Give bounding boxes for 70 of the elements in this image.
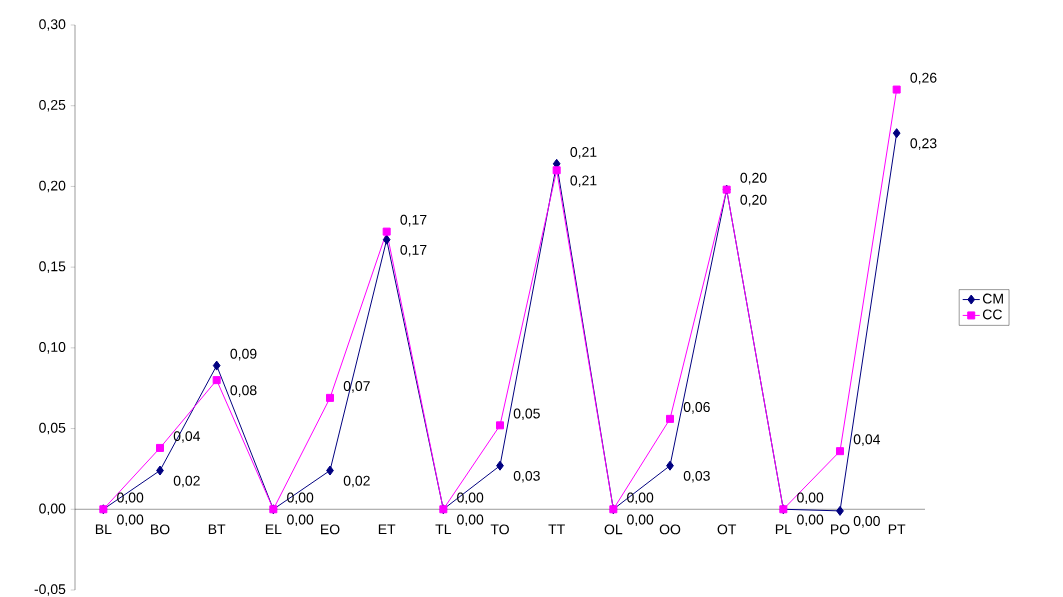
x-tick-label: EO (321, 524, 340, 535)
y-tick-label: 0,10 (39, 342, 66, 354)
point (212, 376, 221, 385)
point (156, 465, 164, 476)
point (326, 393, 335, 402)
data-label: 0,21 (570, 147, 597, 159)
point (156, 443, 165, 452)
data-label: 0,00 (117, 514, 144, 527)
y-tick-label: 0,15 (39, 261, 66, 273)
data-label: 0,00 (287, 514, 314, 527)
data-label: 0,02 (343, 475, 370, 488)
point (666, 460, 674, 471)
data-label: 0,05 (513, 408, 540, 421)
x-tick-label: PO (831, 524, 850, 535)
x-tick-label: BL (95, 524, 112, 535)
point (892, 85, 901, 94)
x-tick-label: BO (151, 524, 170, 535)
data-label: 0,06 (683, 402, 710, 414)
point (892, 128, 901, 139)
data-label: 0,21 (570, 175, 597, 188)
data-label: 0,20 (740, 194, 767, 207)
data-label: 0,17 (400, 244, 427, 257)
x-tick-label: PT (888, 524, 906, 535)
x-tick-label: PL (775, 524, 792, 535)
data-label: 0,02 (173, 475, 200, 488)
x-tick-label: TO (490, 524, 509, 535)
data-label: 0,00 (117, 492, 144, 505)
data-label: 0,00 (287, 492, 314, 505)
data-label: 0,08 (230, 385, 257, 397)
legend-label: CM (982, 293, 1003, 304)
data-label: 0,00 (797, 492, 824, 505)
point (666, 414, 674, 423)
data-label: 0,03 (513, 470, 540, 483)
data-label: 0,00 (853, 516, 880, 528)
x-tick-label: TL (435, 524, 452, 535)
point (836, 447, 844, 456)
data-label: 0,00 (457, 514, 484, 527)
x-tick-label: OL (604, 524, 623, 535)
y-tick-label: -0,05 (34, 584, 66, 596)
y-tick-label: 0,20 (39, 180, 66, 193)
legend-label: CC (982, 309, 1002, 320)
x-tick-label: BT (208, 524, 226, 535)
point (382, 227, 391, 236)
y-tick-label: 0,00 (39, 503, 66, 516)
x-tick-label: OO (659, 524, 681, 535)
data-label: 0,23 (910, 138, 937, 150)
x-tick-label: TT (548, 524, 565, 535)
point (212, 360, 221, 371)
data-label: 0,09 (230, 348, 257, 361)
x-tick-label: OT (717, 524, 737, 535)
x-tick-label: EL (265, 524, 282, 535)
data-label: 0,17 (400, 214, 427, 227)
data-label: 0,00 (627, 492, 654, 505)
point (326, 465, 334, 476)
point (836, 505, 844, 516)
point (382, 234, 391, 245)
data-label: 0,03 (683, 470, 710, 483)
data-label: 0,04 (853, 434, 881, 446)
x-tick-label: ET (378, 524, 396, 535)
data-label: 0,00 (457, 492, 484, 505)
y-tick-label: 0,05 (39, 422, 66, 435)
point (552, 166, 561, 175)
point (496, 460, 504, 471)
data-label: 0,00 (627, 514, 654, 527)
point (496, 421, 505, 430)
y-tick-label: 0,30 (39, 19, 66, 31)
data-label: 0,26 (910, 72, 937, 85)
data-label: 0,20 (740, 172, 767, 185)
data-label: 0,00 (797, 514, 824, 527)
y-tick-label: 0,25 (39, 99, 66, 112)
